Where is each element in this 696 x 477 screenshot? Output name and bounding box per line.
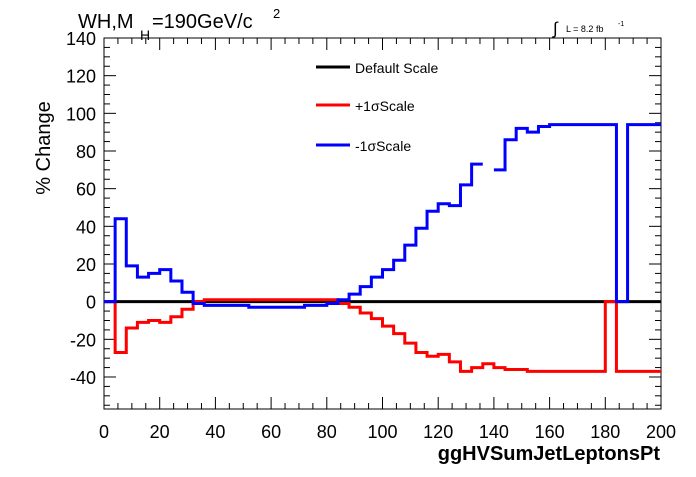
y-tick-label: 60 [76,180,96,200]
lumi-superscript: -1 [618,21,624,28]
x-axis-title: ggHVSumJetLeptonsPt [438,443,661,465]
legend-label-default: Default Scale [355,60,438,76]
y-tick-label: 80 [76,142,96,162]
y-tick-label: 40 [76,217,96,237]
x-tick-label: 60 [261,422,281,442]
x-tick-labels: 0 20 40 60 80 100 120 140 160 180 200 [99,422,676,442]
lumi-label: L = 8.2 fb [566,24,603,34]
y-tick-label: 140 [66,29,96,49]
legend-label-plus1sigma: +1σScale [355,98,415,114]
y-tick-label: -20 [70,330,96,350]
series-line-2-segment-1 [493,123,661,304]
series-line-2-segment-0 [104,162,483,309]
x-tick-label: 120 [423,422,453,442]
axis-ticks [103,37,662,409]
x-tick-label: 40 [205,422,225,442]
legend: Default Scale +1σScale -1σScale [316,60,438,154]
x-tick-label: 160 [535,422,565,442]
y-axis-title: % Change [33,101,55,194]
chart-title-superscript: 2 [273,6,280,21]
y-tick-label: 120 [66,67,96,87]
x-tick-label: 100 [367,422,397,442]
y-tick-label: -40 [70,368,96,388]
x-tick-label: 200 [646,422,676,442]
x-tick-label: 180 [590,422,620,442]
y-tick-label: 0 [86,293,96,313]
lumi-integral-sign: ∫ [552,19,559,38]
chart-title-rest: =190GeV/c [152,11,253,33]
series-layer [104,123,661,373]
chart-title-main: WH,M [78,11,134,33]
legend-label-minus1sigma: -1σScale [355,138,411,154]
y-tick-label: 100 [66,104,96,124]
x-tick-label: 80 [317,422,337,442]
x-tick-label: 0 [99,422,109,442]
x-tick-label: 20 [150,422,170,442]
y-tick-labels: 140 120 100 80 60 40 20 0 -20 -40 [66,29,96,388]
chart-title-subscript: H [140,27,150,43]
y-tick-label: 20 [76,255,96,275]
x-tick-label: 140 [479,422,509,442]
series-line-1-segment-0 [104,298,661,373]
